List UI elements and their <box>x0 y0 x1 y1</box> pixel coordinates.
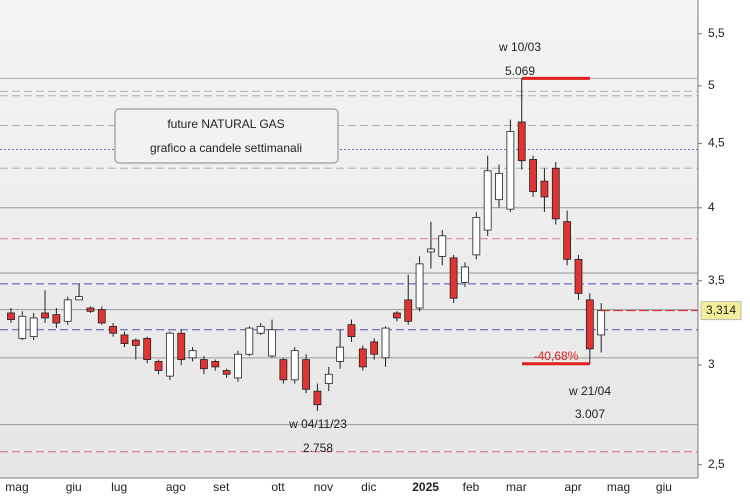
info-box: future NATURAL GAS grafico a candele sett… <box>114 108 339 164</box>
candle-body <box>517 121 526 162</box>
candle-body <box>483 170 492 231</box>
candle-body <box>234 353 242 379</box>
candle-body <box>143 337 152 361</box>
candle-body <box>7 312 15 321</box>
info-box-text: grafico a candele settimanali <box>150 141 302 155</box>
y-tick-label: 4 <box>708 200 715 214</box>
x-tick-label: giu <box>66 480 82 494</box>
x-tick-label: dic <box>361 480 376 494</box>
candle-body <box>29 317 38 338</box>
candle-body <box>449 257 458 299</box>
candle-body <box>563 221 572 260</box>
candle-body <box>165 332 174 377</box>
y-tick-label: 5 <box>708 78 715 92</box>
candle-body <box>415 263 424 309</box>
candle-body <box>302 359 310 390</box>
x-tick-label: set <box>213 480 230 494</box>
candle-body <box>63 299 72 322</box>
candle-body <box>597 310 606 336</box>
candle-body <box>472 217 481 256</box>
last-price-label: 3,314 <box>706 303 736 317</box>
callout-value: 3.007 <box>575 407 605 421</box>
callout-label: w 10/03 <box>498 40 541 54</box>
x-tick-label: mar <box>506 480 527 494</box>
x-tick-label: 2025 <box>412 480 439 494</box>
candle-body <box>18 315 27 339</box>
y-tick-label: 3,5 <box>708 273 725 287</box>
candle-body <box>324 373 333 384</box>
candle-body <box>41 312 49 319</box>
candle-body <box>211 361 220 368</box>
y-tick-label: 5,5 <box>708 26 725 40</box>
candle-body <box>268 329 276 357</box>
callout-label: w 21/04 <box>568 384 611 398</box>
candle-body <box>370 341 379 355</box>
candle-body <box>245 327 254 355</box>
candle-body <box>97 309 106 324</box>
x-tick-label: mag <box>5 480 28 494</box>
y-tick-label: 3 <box>708 357 715 371</box>
callout-value: 5.069 <box>505 64 535 78</box>
x-tick-label: apr <box>564 480 581 494</box>
candle-body <box>427 248 435 253</box>
candle-body <box>75 296 83 301</box>
candle-body <box>52 314 61 324</box>
callout-value: 2.758 <box>303 441 333 455</box>
candle-body <box>404 299 413 322</box>
candle-body <box>279 359 288 381</box>
candle-body <box>574 258 583 294</box>
x-tick-label: mag <box>607 480 630 494</box>
info-box-text: future NATURAL GAS <box>167 117 284 131</box>
candle-body <box>86 307 95 312</box>
candle-body <box>290 350 299 381</box>
candle-body <box>177 332 186 361</box>
candle-body <box>392 312 401 319</box>
candle-body <box>222 370 231 375</box>
x-tick-label: feb <box>463 480 480 494</box>
x-tick-label: nov <box>314 480 333 494</box>
candle-body <box>336 346 345 362</box>
candle-body <box>200 359 208 370</box>
last-price-tag <box>700 301 742 321</box>
candle-body <box>506 131 515 210</box>
candle-body <box>585 299 594 350</box>
candle-body <box>551 167 560 220</box>
info-box-frame <box>114 108 339 164</box>
candle-body <box>358 348 367 368</box>
y-tick-label: 4,5 <box>708 136 725 150</box>
change-label: -40,68% <box>534 349 579 363</box>
candle-body <box>381 327 390 359</box>
candle-body <box>120 334 129 345</box>
candle-body <box>188 350 197 359</box>
candle-body <box>540 180 549 198</box>
candle-body <box>461 266 469 283</box>
candle-body <box>131 339 140 346</box>
candle-body <box>529 159 537 193</box>
candle-body <box>347 324 356 338</box>
candle-body <box>256 325 265 334</box>
candle-body <box>154 361 163 371</box>
x-tick-label: giu <box>656 480 672 494</box>
candle-body <box>313 390 322 406</box>
candle-body <box>438 235 447 257</box>
x-tick-label: lug <box>111 480 127 494</box>
x-tick-label: ago <box>166 480 186 494</box>
candle-body <box>495 172 503 201</box>
x-tick-label: ott <box>271 480 285 494</box>
callout-label: w 04/11/23 <box>288 417 347 431</box>
candle-body <box>109 325 118 334</box>
y-tick-label: 2,5 <box>708 457 725 471</box>
